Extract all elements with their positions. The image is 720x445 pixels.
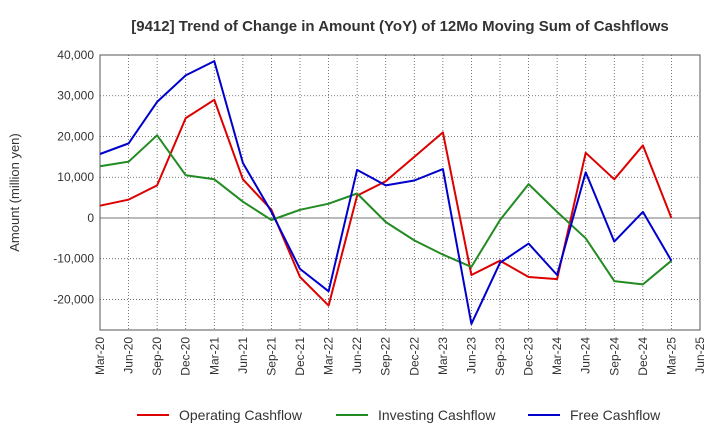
- x-tick-label: Mar-25: [664, 337, 678, 375]
- axes: Mar-20 Jun-20 Sep-20 Dec-20 Mar-21 Jun-21 Sep-…: [53, 48, 707, 376]
- x-tick-label: Jun-21: [236, 337, 250, 374]
- x-tick-label: Mar-24: [550, 337, 564, 375]
- x-tick-label: Dec-23: [522, 337, 536, 376]
- x-tick-label: Dec-20: [179, 337, 193, 376]
- x-tick-label: Sep-20: [150, 337, 164, 376]
- legend: Operating Cashflow Investing Cashflow Free…: [137, 407, 661, 423]
- grid-lines: [100, 55, 700, 330]
- x-tick-label: Jun-24: [579, 337, 593, 374]
- x-tick-label: Dec-22: [407, 337, 421, 376]
- y-axis-label: Amount (million yen): [7, 133, 22, 252]
- x-tick-label: Mar-22: [322, 337, 336, 375]
- x-tick-label: Dec-21: [293, 337, 307, 376]
- y-tick-label: -20,000: [53, 292, 94, 306]
- x-tick-label: Jun-22: [350, 337, 364, 374]
- x-tick-label: Sep-23: [493, 337, 507, 376]
- x-tick-label: Jun-23: [464, 337, 478, 374]
- x-tick-label: Jun-25: [693, 337, 707, 374]
- x-tick-label: Jun-20: [122, 337, 136, 374]
- y-tick-label: 40,000: [57, 48, 94, 62]
- plot-border: [99, 54, 701, 331]
- x-tick-label: Sep-21: [264, 337, 278, 376]
- legend-label: Free Cashflow: [570, 407, 661, 423]
- series-line-free-cashflow: [99, 60, 673, 325]
- legend-label: Investing Cashflow: [378, 407, 496, 423]
- y-tick-label: -10,000: [53, 252, 94, 266]
- x-tick-label: Mar-23: [436, 337, 450, 375]
- x-tick-label: Sep-24: [607, 337, 621, 376]
- series-lines: [99, 60, 673, 325]
- y-tick-label: 30,000: [57, 89, 94, 103]
- x-tick-label: Mar-21: [207, 337, 221, 375]
- x-tick-label: Mar-20: [93, 337, 107, 375]
- series-line-operating-cashflow: [99, 98, 673, 307]
- y-tick-label: 10,000: [57, 170, 94, 184]
- x-tick-label: Dec-24: [636, 337, 650, 376]
- series-line-investing-cashflow: [99, 134, 673, 286]
- y-tick-label: 20,000: [57, 129, 94, 143]
- y-tick-label: 0: [87, 211, 94, 225]
- chart-title: [9412] Trend of Change in Amount (YoY) o…: [131, 18, 669, 35]
- legend-label: Operating Cashflow: [179, 407, 303, 423]
- x-tick-label: Sep-22: [379, 337, 393, 376]
